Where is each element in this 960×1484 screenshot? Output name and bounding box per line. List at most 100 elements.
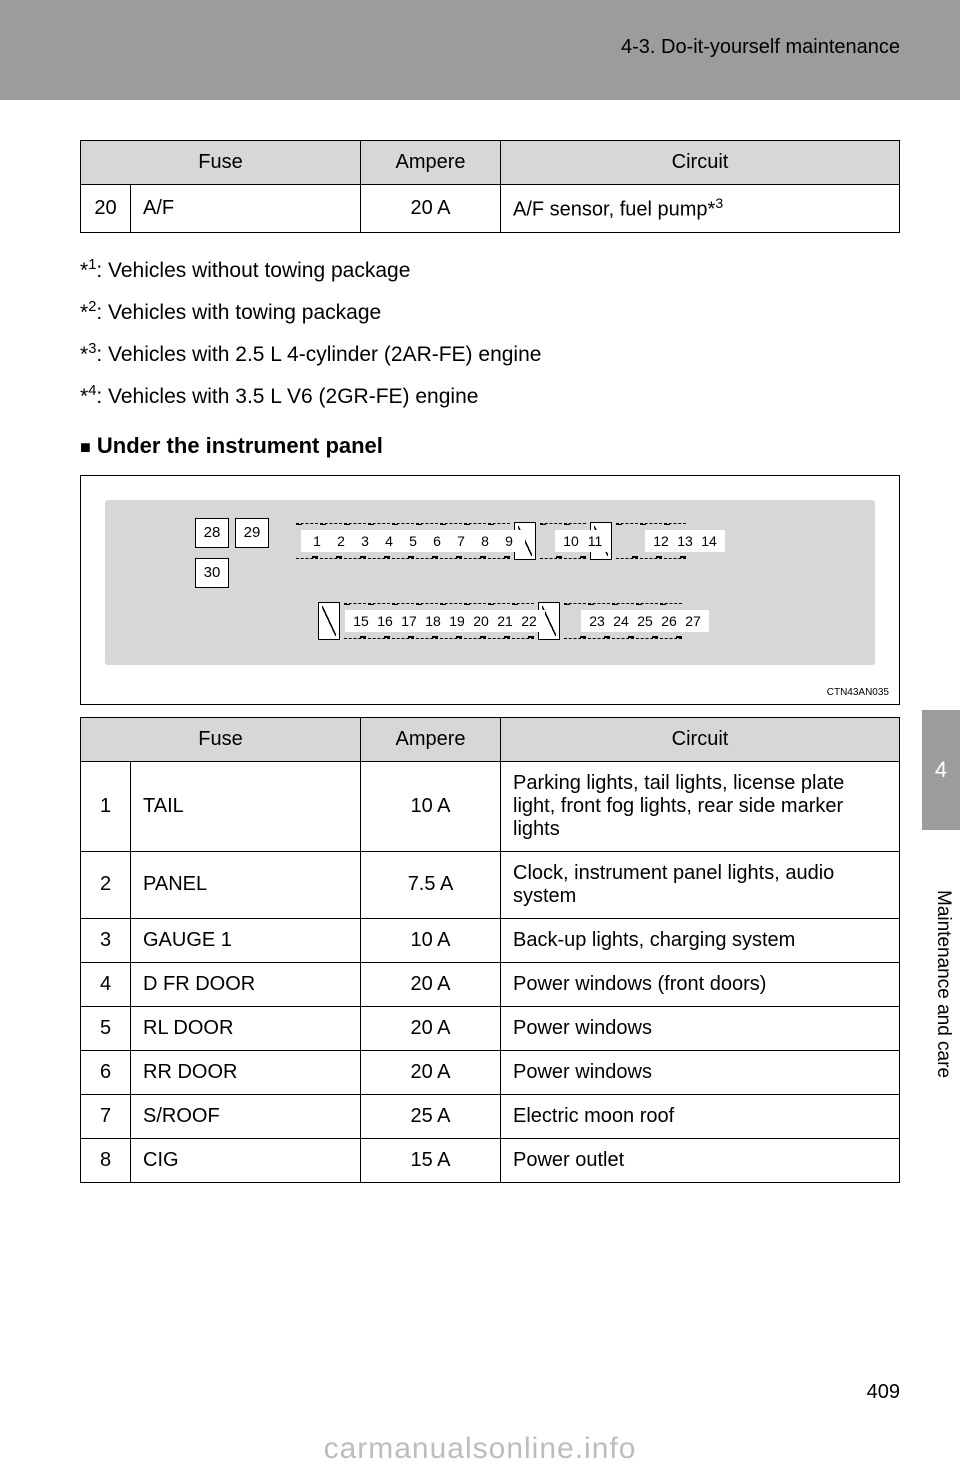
cell-ampere: 10 A [361, 918, 501, 962]
fuse-number: 12 [649, 533, 673, 549]
chapter-tab: 4 [922, 710, 960, 830]
section-title-text: Under the instrument panel [97, 433, 383, 458]
note-text: : Vehicles with 3.5 L V6 (2GR-FE) engine [96, 385, 478, 408]
section-title: ■ Under the instrument panel [80, 433, 900, 459]
labels-2b: 2324252627 [581, 610, 709, 632]
table-row: 7S/ROOF25 AElectric moon roof [81, 1094, 900, 1138]
table-row: 4D FR DOOR20 APower windows (front doors… [81, 962, 900, 1006]
cell-ampere: 10 A [361, 761, 501, 851]
table-row: 20 A/F 20 A A/F sensor, fuel pump*3 [81, 185, 900, 233]
labels-1b: 1011 [555, 530, 611, 552]
cell-num: 2 [81, 851, 131, 918]
square-icon: ■ [80, 437, 91, 457]
diagram-panel: 28 29 30 123456789 1011 121314 151617181… [105, 500, 875, 665]
cell-circuit: Power windows [501, 1006, 900, 1050]
cell-circuit: Power windows (front doors) [501, 962, 900, 1006]
labels-1a: 123456789 [301, 530, 525, 552]
cell-circuit: Clock, instrument panel lights, audio sy… [501, 851, 900, 918]
table-row: 8CIG15 APower outlet [81, 1138, 900, 1182]
cell-fuse: CIG [131, 1138, 361, 1182]
fuse-number: 15 [349, 613, 373, 629]
cell-fuse: PANEL [131, 851, 361, 918]
mini-fuse-29: 29 [235, 518, 269, 548]
fuse-number: 7 [449, 533, 473, 549]
cell-num: 1 [81, 761, 131, 851]
labels-2a: 1516171819202122 [345, 610, 545, 632]
diagram-code: CTN43AN035 [827, 687, 889, 698]
cell-num: 20 [81, 185, 131, 233]
fuse-number: 3 [353, 533, 377, 549]
fuse-number: 21 [493, 613, 517, 629]
cell-num: 4 [81, 962, 131, 1006]
cell-ampere: 20 A [361, 962, 501, 1006]
table-row: 2PANEL7.5 AClock, instrument panel light… [81, 851, 900, 918]
relay-slot [318, 602, 340, 640]
fuse-number: 23 [585, 613, 609, 629]
cell-num: 7 [81, 1094, 131, 1138]
footnote-1: *1: Vehicles without towing package [80, 257, 900, 283]
cell-ampere: 20 A [361, 185, 501, 233]
fuse-number: 24 [609, 613, 633, 629]
fuse-number: 26 [657, 613, 681, 629]
fuse-number: 25 [633, 613, 657, 629]
fuse-number: 27 [681, 613, 705, 629]
cell-fuse: D FR DOOR [131, 962, 361, 1006]
circuit-sup: 3 [715, 195, 723, 211]
cell-num: 8 [81, 1138, 131, 1182]
fuse-number: 11 [583, 533, 607, 549]
table-row: 5RL DOOR20 APower windows [81, 1006, 900, 1050]
fuse-number: 6 [425, 533, 449, 549]
cell-ampere: 20 A [361, 1006, 501, 1050]
fuse-number: 14 [697, 533, 721, 549]
page-content: Fuse Ampere Circuit 20 A/F 20 A A/F sens… [0, 100, 960, 1183]
watermark: carmanualsonline.info [324, 1432, 637, 1466]
fuse-number: 8 [473, 533, 497, 549]
cell-fuse: TAIL [131, 761, 361, 851]
table-header-row: Fuse Ampere Circuit [81, 717, 900, 761]
th-circuit: Circuit [501, 141, 900, 185]
table-row: 3GAUGE 110 ABack-up lights, charging sys… [81, 918, 900, 962]
fuse-table-1: Fuse Ampere Circuit 20 A/F 20 A A/F sens… [80, 140, 900, 233]
fuse-number: 19 [445, 613, 469, 629]
cell-fuse: GAUGE 1 [131, 918, 361, 962]
mini-fuse-28: 28 [195, 518, 229, 548]
table-row: 1TAIL10 AParking lights, tail lights, li… [81, 761, 900, 851]
fuse-number: 16 [373, 613, 397, 629]
cell-ampere: 25 A [361, 1094, 501, 1138]
footnote-2: *2: Vehicles with towing package [80, 299, 900, 325]
fuse-diagram: 28 29 30 123456789 1011 121314 151617181… [80, 475, 900, 705]
chapter-number: 4 [935, 757, 947, 783]
fuse-number: 1 [305, 533, 329, 549]
th-circuit: Circuit [501, 717, 900, 761]
fuse-table-2: Fuse Ampere Circuit 1TAIL10 AParking lig… [80, 717, 900, 1183]
footnote-4: *4: Vehicles with 3.5 L V6 (2GR-FE) engi… [80, 383, 900, 409]
cell-fuse: S/ROOF [131, 1094, 361, 1138]
fuse-number: 17 [397, 613, 421, 629]
fuse-number: 13 [673, 533, 697, 549]
note-text: : Vehicles without towing package [96, 259, 410, 282]
th-ampere: Ampere [361, 717, 501, 761]
cell-num: 6 [81, 1050, 131, 1094]
cell-num: 3 [81, 918, 131, 962]
fuse-number: 18 [421, 613, 445, 629]
table-header-row: Fuse Ampere Circuit [81, 141, 900, 185]
cell-circuit: Parking lights, tail lights, license pla… [501, 761, 900, 851]
fuse-number: 5 [401, 533, 425, 549]
cell-fuse: RL DOOR [131, 1006, 361, 1050]
th-fuse: Fuse [81, 141, 361, 185]
note-text: : Vehicles with towing package [96, 301, 381, 324]
cell-circuit: A/F sensor, fuel pump*3 [501, 185, 900, 233]
circuit-text: A/F sensor, fuel pump* [513, 199, 715, 221]
cell-circuit: Back-up lights, charging system [501, 918, 900, 962]
mini-fuse-30: 30 [195, 558, 229, 588]
fuse-number: 22 [517, 613, 541, 629]
cell-circuit: Power windows [501, 1050, 900, 1094]
cell-circuit: Power outlet [501, 1138, 900, 1182]
cell-ampere: 15 A [361, 1138, 501, 1182]
section-header: 4-3. Do-it-yourself maintenance [621, 36, 900, 59]
fuse-slot [616, 523, 638, 559]
fuse-number: 4 [377, 533, 401, 549]
cell-num: 5 [81, 1006, 131, 1050]
fuse-number: 2 [329, 533, 353, 549]
page-number: 409 [867, 1381, 900, 1404]
